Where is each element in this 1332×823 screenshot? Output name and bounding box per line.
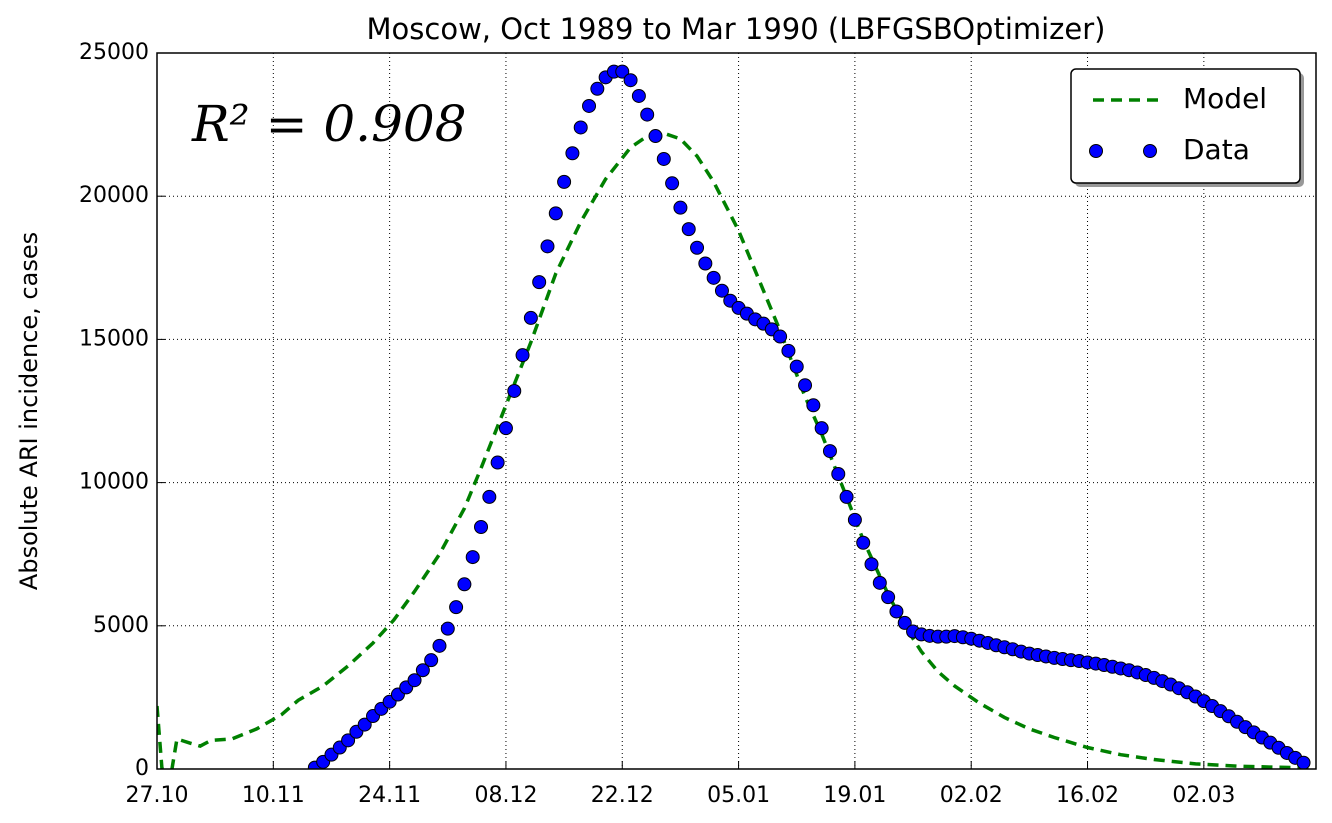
data-point [781, 343, 796, 358]
x-tick-label: 24.11 [358, 783, 421, 808]
legend-label: Model [1183, 82, 1267, 115]
data-point [831, 467, 846, 482]
x-tick-label: 22.12 [591, 783, 654, 808]
data-point [806, 398, 821, 413]
data-point [631, 88, 646, 103]
data-point [357, 717, 372, 732]
x-tick-label: 08.12 [474, 783, 537, 808]
data-point [773, 329, 788, 344]
x-tick-label: 02.03 [1172, 783, 1235, 808]
data-point [474, 519, 489, 534]
data-point [897, 615, 912, 630]
y-tick-label: 0 [135, 756, 149, 781]
chart-title: Moscow, Oct 1989 to Mar 1990 (LBFGSBOpti… [367, 12, 1106, 46]
y-tick-label: 20000 [79, 183, 149, 208]
data-point [449, 600, 464, 615]
data-point [648, 129, 663, 144]
legend-swatch [1089, 144, 1103, 158]
data-point [565, 146, 580, 161]
x-tick-label: 05.01 [707, 783, 770, 808]
data-point [881, 590, 896, 605]
data-point [872, 575, 887, 590]
x-tick-label: 16.02 [1056, 783, 1119, 808]
data-point [640, 107, 655, 122]
data-point [789, 359, 804, 374]
data-point [424, 653, 439, 668]
data-point [440, 621, 455, 636]
data-point [615, 64, 630, 79]
data-point [814, 421, 829, 436]
y-tick-label: 25000 [79, 40, 149, 65]
data-point [714, 283, 729, 298]
data-point [856, 535, 871, 550]
data-point [673, 200, 688, 215]
x-tick-label: 02.02 [940, 783, 1003, 808]
data-point [681, 222, 696, 237]
annotation: R² = 0.908 [191, 95, 467, 153]
data-point [864, 557, 879, 572]
y-tick-label: 10000 [79, 470, 149, 495]
data-point [548, 206, 563, 221]
data-point [839, 489, 854, 504]
data-point [465, 550, 480, 565]
data-point [432, 638, 447, 653]
data-point [457, 577, 472, 592]
data-point [847, 512, 862, 527]
model-line [157, 131, 1316, 769]
data-point [798, 378, 813, 393]
y-tick-label: 5000 [93, 613, 149, 638]
data-point [698, 256, 713, 271]
y-tick-label: 15000 [79, 326, 149, 351]
data-point [582, 98, 597, 113]
plot-frame [156, 52, 1317, 770]
x-tick-label: 19.01 [823, 783, 886, 808]
y-axis-label: Absolute ARI incidence, cases [15, 232, 43, 590]
data-point [507, 383, 522, 398]
data-point [822, 444, 837, 459]
data-point [1296, 755, 1311, 769]
legend-label: Data [1183, 133, 1250, 166]
data-point [490, 455, 505, 470]
data-point [415, 663, 430, 678]
data-point [889, 604, 904, 619]
data-point [573, 120, 588, 135]
data-point [515, 348, 530, 363]
data-point [523, 310, 538, 325]
data-point [341, 733, 356, 748]
x-tick-label: 27.10 [126, 783, 189, 808]
plot [157, 64, 1316, 769]
data-point [540, 239, 555, 254]
x-tick-label: 10.11 [242, 783, 305, 808]
data-point [665, 176, 680, 191]
data-point [623, 73, 638, 88]
data-point [557, 174, 572, 189]
data-point [656, 151, 671, 166]
legend-box [1070, 68, 1301, 184]
data-point [482, 489, 497, 504]
data-point [498, 421, 513, 436]
data-point [706, 270, 721, 285]
data-point [407, 673, 422, 688]
data-point [532, 275, 547, 290]
data-point [590, 81, 605, 96]
legend-swatch [1143, 144, 1157, 158]
data-point [690, 240, 705, 255]
